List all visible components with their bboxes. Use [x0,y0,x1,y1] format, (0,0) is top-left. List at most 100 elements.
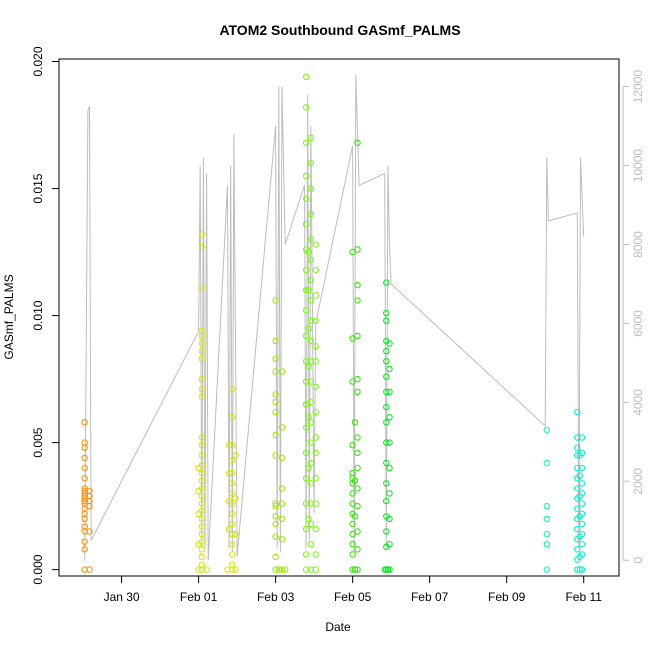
data-point [307,236,315,243]
data-point [354,546,361,553]
y-axis-label: GASmf_PALMS [2,274,16,359]
data-point [229,414,236,421]
data-point [198,452,206,459]
data-point [307,378,315,385]
data-point [312,292,319,299]
data-point [312,434,319,441]
data-point [86,502,93,510]
data-point [312,475,319,482]
y-tick-label: 0.015 [31,173,45,203]
data-point [354,485,361,492]
data-point [386,439,393,446]
data-point [312,525,319,533]
data-point [225,442,233,449]
data-point [386,414,393,421]
data-point [195,566,202,573]
data-point [386,490,393,497]
data-point [305,414,312,421]
data-point [81,419,88,426]
data-point [381,566,388,573]
data-point [307,541,315,548]
data-point [543,541,550,548]
data-point [354,281,361,289]
data-point [198,348,206,355]
data-point [307,566,315,573]
data-point [198,434,206,441]
data-point [351,477,359,484]
data-point [229,386,236,393]
data-point [81,497,88,505]
data-point [383,279,390,286]
data-point [383,528,390,535]
y2-tick-label: 0 [631,557,645,564]
data-point [302,172,310,180]
data-point [198,553,206,561]
data-point [278,500,286,507]
data-point [232,566,239,573]
data-point [229,469,236,477]
data-point [272,553,279,561]
data-point [302,358,310,365]
data-point [307,337,315,345]
data-point [198,332,206,340]
data-point [225,469,233,477]
data-point [278,566,286,573]
data-point [574,525,581,533]
data-point [81,475,88,482]
data-point [354,528,361,535]
data-point [307,419,315,426]
data-point [81,528,88,535]
data-point [576,513,583,520]
data-point [229,480,236,487]
data-point [302,73,310,81]
data-point [307,317,315,324]
data-point [576,553,583,561]
data-point [312,408,319,416]
data-point [383,497,390,505]
data-point [307,185,315,192]
data-point [383,309,390,317]
data-point [354,388,361,395]
data-point [278,485,286,492]
data-point [232,452,239,459]
data-point [383,459,390,467]
data-point [307,520,315,528]
data-point [198,530,206,538]
data-point [543,426,550,434]
data-point [81,546,88,553]
data-point [198,393,206,401]
data-point [229,490,236,497]
data-point [543,459,550,467]
data-point [302,551,310,558]
data-point [198,515,206,522]
data-point [384,566,392,573]
data-point [349,378,356,385]
data-point [354,464,361,472]
data-point [272,502,279,510]
data-point [225,525,233,533]
data-point [198,284,206,291]
data-point [576,533,583,540]
data-point [278,368,286,375]
data-point [574,444,581,451]
data-point [383,358,390,365]
data-point [574,464,581,472]
y-tick-label: 0.000 [31,554,45,584]
data-point [307,398,315,406]
data-point [574,546,581,553]
data-point [574,505,581,512]
data-point [578,500,586,507]
data-point [354,449,361,456]
data-point [312,266,319,274]
data-point [578,541,586,548]
data-point [198,375,206,383]
data-point [272,431,279,439]
data-point [195,464,202,472]
data-point [305,287,312,294]
data-point [302,287,310,294]
data-point [302,307,310,314]
data-point [312,342,319,350]
data-point [354,297,361,304]
y-tick-label: 0.020 [31,46,45,76]
